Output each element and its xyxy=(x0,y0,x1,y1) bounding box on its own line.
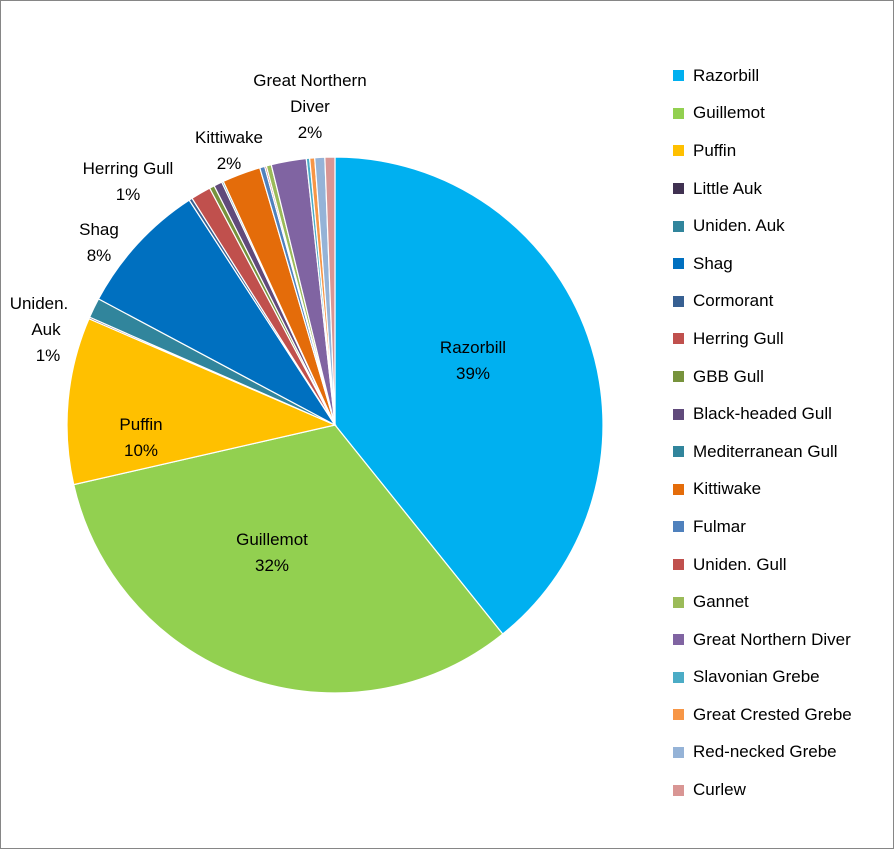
legend-item-razorbill: Razorbill xyxy=(673,57,852,95)
legend-swatch xyxy=(673,258,684,270)
slice-percent-label-great-northern-diver: 2% xyxy=(298,123,323,142)
legend-item-slavonian-grebe: Slavonian Grebe xyxy=(673,659,852,697)
slice-name-label-puffin: Puffin xyxy=(119,415,162,434)
slice-name-label-uniden-auk: Auk xyxy=(31,320,61,339)
legend-item-uniden-auk: Uniden. Auk xyxy=(673,207,852,245)
legend-item-cormorant: Cormorant xyxy=(673,283,852,321)
legend-swatch xyxy=(673,446,684,458)
legend-label: Puffin xyxy=(693,140,737,160)
slice-name-label-great-northern-diver: Diver xyxy=(290,97,330,116)
legend-label: Shag xyxy=(693,253,733,273)
legend-swatch xyxy=(673,746,684,758)
pie-slice-shag xyxy=(97,199,337,427)
pie-slice-curlew xyxy=(324,156,336,426)
legend-swatch xyxy=(673,220,684,232)
legend-label: Uniden. Gull xyxy=(693,554,787,574)
legend-swatch xyxy=(673,295,684,307)
legend-item-guillemot: Guillemot xyxy=(673,95,852,133)
legend-swatch xyxy=(673,333,684,345)
legend-item-herring-gull: Herring Gull xyxy=(673,320,852,358)
pie-labels: Razorbill 39% Guillemot 32% Puffin 10% Uniden.… xyxy=(10,71,506,575)
legend-item-little-auk: Little Auk xyxy=(673,170,852,208)
legend-label: Fulmar xyxy=(693,516,746,536)
legend-swatch xyxy=(673,521,684,533)
legend-label: Cormorant xyxy=(693,291,774,311)
slice-percent-label-razorbill: 39% xyxy=(456,364,490,383)
slice-percent-label-herring-gull: 1% xyxy=(116,185,141,204)
slice-percent-label-uniden-auk: 1% xyxy=(36,346,61,365)
legend-item-fulmar: Fulmar xyxy=(673,508,852,546)
legend-label: Herring Gull xyxy=(693,328,784,348)
slice-percent-label-shag: 8% xyxy=(87,246,112,265)
legend-label: Gannet xyxy=(693,592,749,612)
legend-item-gannet: Gannet xyxy=(673,583,852,621)
legend-swatch xyxy=(673,709,684,721)
legend-item-puffin: Puffin xyxy=(673,132,852,170)
legend-swatch xyxy=(673,634,684,646)
legend-label: Slavonian Grebe xyxy=(693,667,820,687)
slice-name-label-great-northern-diver: Great Northern xyxy=(253,71,366,90)
legend-swatch xyxy=(673,408,684,420)
legend-swatch xyxy=(673,70,684,82)
legend-label: Guillemot xyxy=(693,103,765,123)
slice-percent-label-guillemot: 32% xyxy=(255,556,289,575)
legend-label: Little Auk xyxy=(693,178,762,198)
legend-item-curlew: Curlew xyxy=(673,771,852,809)
slice-name-label-razorbill: Razorbill xyxy=(440,338,506,357)
legend-label: Curlew xyxy=(693,780,746,800)
legend-item-shag: Shag xyxy=(673,245,852,283)
legend-label: Great Northern Diver xyxy=(693,629,851,649)
legend-item-red-necked-grebe: Red-necked Grebe xyxy=(673,734,852,772)
legend-item-great-northern-diver: Great Northern Diver xyxy=(673,621,852,659)
legend-item-gbb-gull: GBB Gull xyxy=(673,358,852,396)
legend-label: Black-headed Gull xyxy=(693,404,832,424)
legend-swatch xyxy=(673,145,684,157)
legend-label: Kittiwake xyxy=(693,479,762,499)
legend-swatch xyxy=(673,671,684,683)
legend-item-uniden-gull: Uniden. Gull xyxy=(673,546,852,584)
slice-name-label-herring-gull: Herring Gull xyxy=(83,159,174,178)
legend-label: Razorbill xyxy=(693,65,760,85)
slice-percent-label-puffin: 10% xyxy=(124,441,158,460)
legend-label: GBB Gull xyxy=(693,366,764,386)
legend-item-mediterranean-gull: Mediterranean Gull xyxy=(673,433,852,471)
legend-label: Mediterranean Gull xyxy=(693,441,838,461)
legend-item-black-headed-gull: Black-headed Gull xyxy=(673,395,852,433)
legend-label: Red-necked Grebe xyxy=(693,742,837,762)
slice-percent-label-kittiwake: 2% xyxy=(217,154,242,173)
legend-swatch xyxy=(673,559,684,571)
legend-item-great-crested-grebe: Great Crested Grebe xyxy=(673,696,852,734)
legend-swatch xyxy=(673,784,684,796)
legend-item-kittiwake: Kittiwake xyxy=(673,471,852,509)
pie-slice-guillemot xyxy=(73,424,504,694)
legend-swatch xyxy=(673,596,684,608)
legend-label: Uniden. Auk xyxy=(693,216,785,236)
slice-name-label-shag: Shag xyxy=(79,220,119,239)
pie-slice-puffin xyxy=(66,317,337,486)
slice-name-label-kittiwake: Kittiwake xyxy=(195,128,263,147)
legend-swatch xyxy=(673,371,684,383)
slice-name-label-guillemot: Guillemot xyxy=(236,530,308,549)
legend-label: Great Crested Grebe xyxy=(693,704,852,724)
legend-swatch xyxy=(673,183,684,195)
pie-slice-razorbill xyxy=(334,156,604,635)
pie-slices xyxy=(66,156,604,694)
slice-name-label-uniden-auk: Uniden. xyxy=(10,294,69,313)
legend: Razorbill Guillemot Puffin Little Auk Uniden… xyxy=(673,57,852,809)
legend-swatch xyxy=(673,483,684,495)
legend-swatch xyxy=(673,107,684,119)
